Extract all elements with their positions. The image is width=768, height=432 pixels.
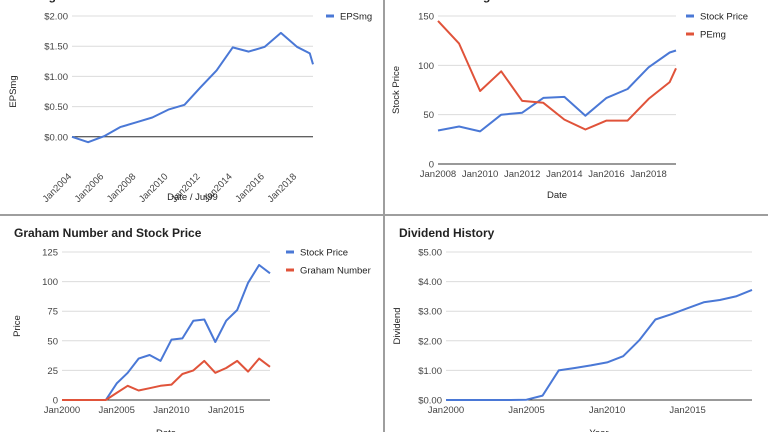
- price-pe-chart-panel: Price and PEmg 0 50 100 150 Jan2008 Jan2010 Jan…: [385, 0, 768, 214]
- legend-label: Stock Price: [300, 248, 348, 259]
- vertical-divider: [383, 0, 385, 432]
- y-tick-label: 25: [47, 366, 58, 377]
- x-tick-label: Jan2018: [630, 169, 666, 180]
- x-tick-label: Jan2006: [73, 171, 107, 205]
- chart-title: Dividend History: [399, 226, 495, 240]
- series-line-1: [62, 357, 271, 401]
- y-tick-label: $1.00: [418, 366, 442, 377]
- horizontal-divider: [0, 214, 768, 216]
- x-tick-label: Jan2000: [44, 405, 80, 416]
- y-axis-title: Dividend: [392, 308, 403, 345]
- x-tick-label: Jan2008: [420, 169, 456, 180]
- y-axis-title: Price: [12, 315, 23, 337]
- y-tick-label: 125: [42, 248, 58, 259]
- chart-svg: Price and PEmg 0 50 100 150 Jan2008 Jan2010 Jan…: [391, 0, 748, 201]
- chart-title: Graham Number and Stock Price: [14, 226, 202, 240]
- x-tick-label: Jan2008: [105, 171, 139, 205]
- x-tick-label: Jan2016: [233, 171, 267, 205]
- y-tick-label: 100: [418, 61, 434, 72]
- y-axis-title: EPSmg: [8, 75, 19, 107]
- x-tick-label: Jan2005: [99, 405, 135, 416]
- graham-chart-panel: Graham Number and Stock Price 0 25 50 75 100 1…: [0, 217, 383, 432]
- legend-label: EPSmg: [340, 12, 372, 23]
- y-tick-label: $5.00: [418, 248, 442, 259]
- x-tick-label: Jan2018: [266, 171, 300, 205]
- chart-title: Price and PEmg: [399, 0, 490, 3]
- x-axis-title: Date: [156, 428, 176, 432]
- chart-svg: Graham Number and Stock Price 0 25 50 75 100 1…: [12, 226, 371, 432]
- y-axis-title: Stock Price: [391, 66, 402, 114]
- x-tick-label: Jan2005: [508, 405, 544, 416]
- y-tick-label: $0.50: [44, 102, 68, 113]
- series-line-0: [62, 264, 271, 401]
- x-tick-label: Jan2010: [589, 405, 625, 416]
- y-tick-label: 0: [429, 160, 434, 171]
- x-tick-label: Jan2016: [588, 169, 624, 180]
- legend-label: Graham Number: [300, 266, 371, 277]
- x-tick-label: Jan2000: [428, 405, 464, 416]
- legend-label: Stock Price: [700, 12, 748, 23]
- chart-title: EPSmg: [14, 0, 56, 3]
- legend-label: PEmg: [700, 30, 726, 41]
- chart-svg: EPSmg$0.00$0.50$1.00$1.50$2.00Jan2004Jan…: [8, 0, 372, 205]
- x-tick-label: Jan2012: [504, 169, 540, 180]
- y-tick-label: $0.00: [44, 132, 68, 143]
- y-tick-label: 50: [47, 336, 58, 347]
- x-tick-label: Jan2010: [462, 169, 498, 180]
- x-tick-label: Jan2010: [153, 405, 189, 416]
- y-tick-label: $4.00: [418, 277, 442, 288]
- dividend-chart-panel: Dividend History $0.00 $1.00 $2.00 $3.00 $4.0…: [385, 217, 768, 432]
- x-axis-title: Date: [547, 190, 567, 201]
- series-line-0: [437, 49, 677, 133]
- x-tick-label: Jan2004: [41, 171, 75, 205]
- y-tick-label: 0: [53, 396, 58, 407]
- chart-svg: Dividend History $0.00 $1.00 $2.00 $3.00 $4.0…: [392, 226, 753, 432]
- series-line-0: [71, 31, 314, 144]
- y-tick-label: 100: [42, 277, 58, 288]
- y-tick-label: $1.50: [44, 42, 68, 53]
- y-tick-label: $3.00: [418, 307, 442, 318]
- y-tick-label: $2.00: [418, 336, 442, 347]
- y-tick-label: $1.00: [44, 72, 68, 83]
- x-tick-label: Jan2014: [546, 169, 582, 180]
- y-tick-label: 50: [423, 110, 434, 121]
- y-tick-label: 75: [47, 307, 58, 318]
- x-tick-label: Jan2015: [669, 405, 705, 416]
- y-tick-label: $2.00: [44, 12, 68, 23]
- series-line-1: [437, 20, 677, 131]
- y-tick-label: 150: [418, 12, 434, 23]
- x-tick-label: Jan2010: [137, 171, 171, 205]
- x-axis-title: Date / Jul99: [167, 192, 218, 203]
- eps-chart-panel: EPSmg$0.00$0.50$1.00$1.50$2.00Jan2004Jan…: [0, 0, 383, 214]
- x-tick-label: Jan2015: [208, 405, 244, 416]
- series-line-0: [446, 288, 753, 401]
- y-tick-label: $0.00: [418, 396, 442, 407]
- x-axis-title: Year: [589, 428, 608, 432]
